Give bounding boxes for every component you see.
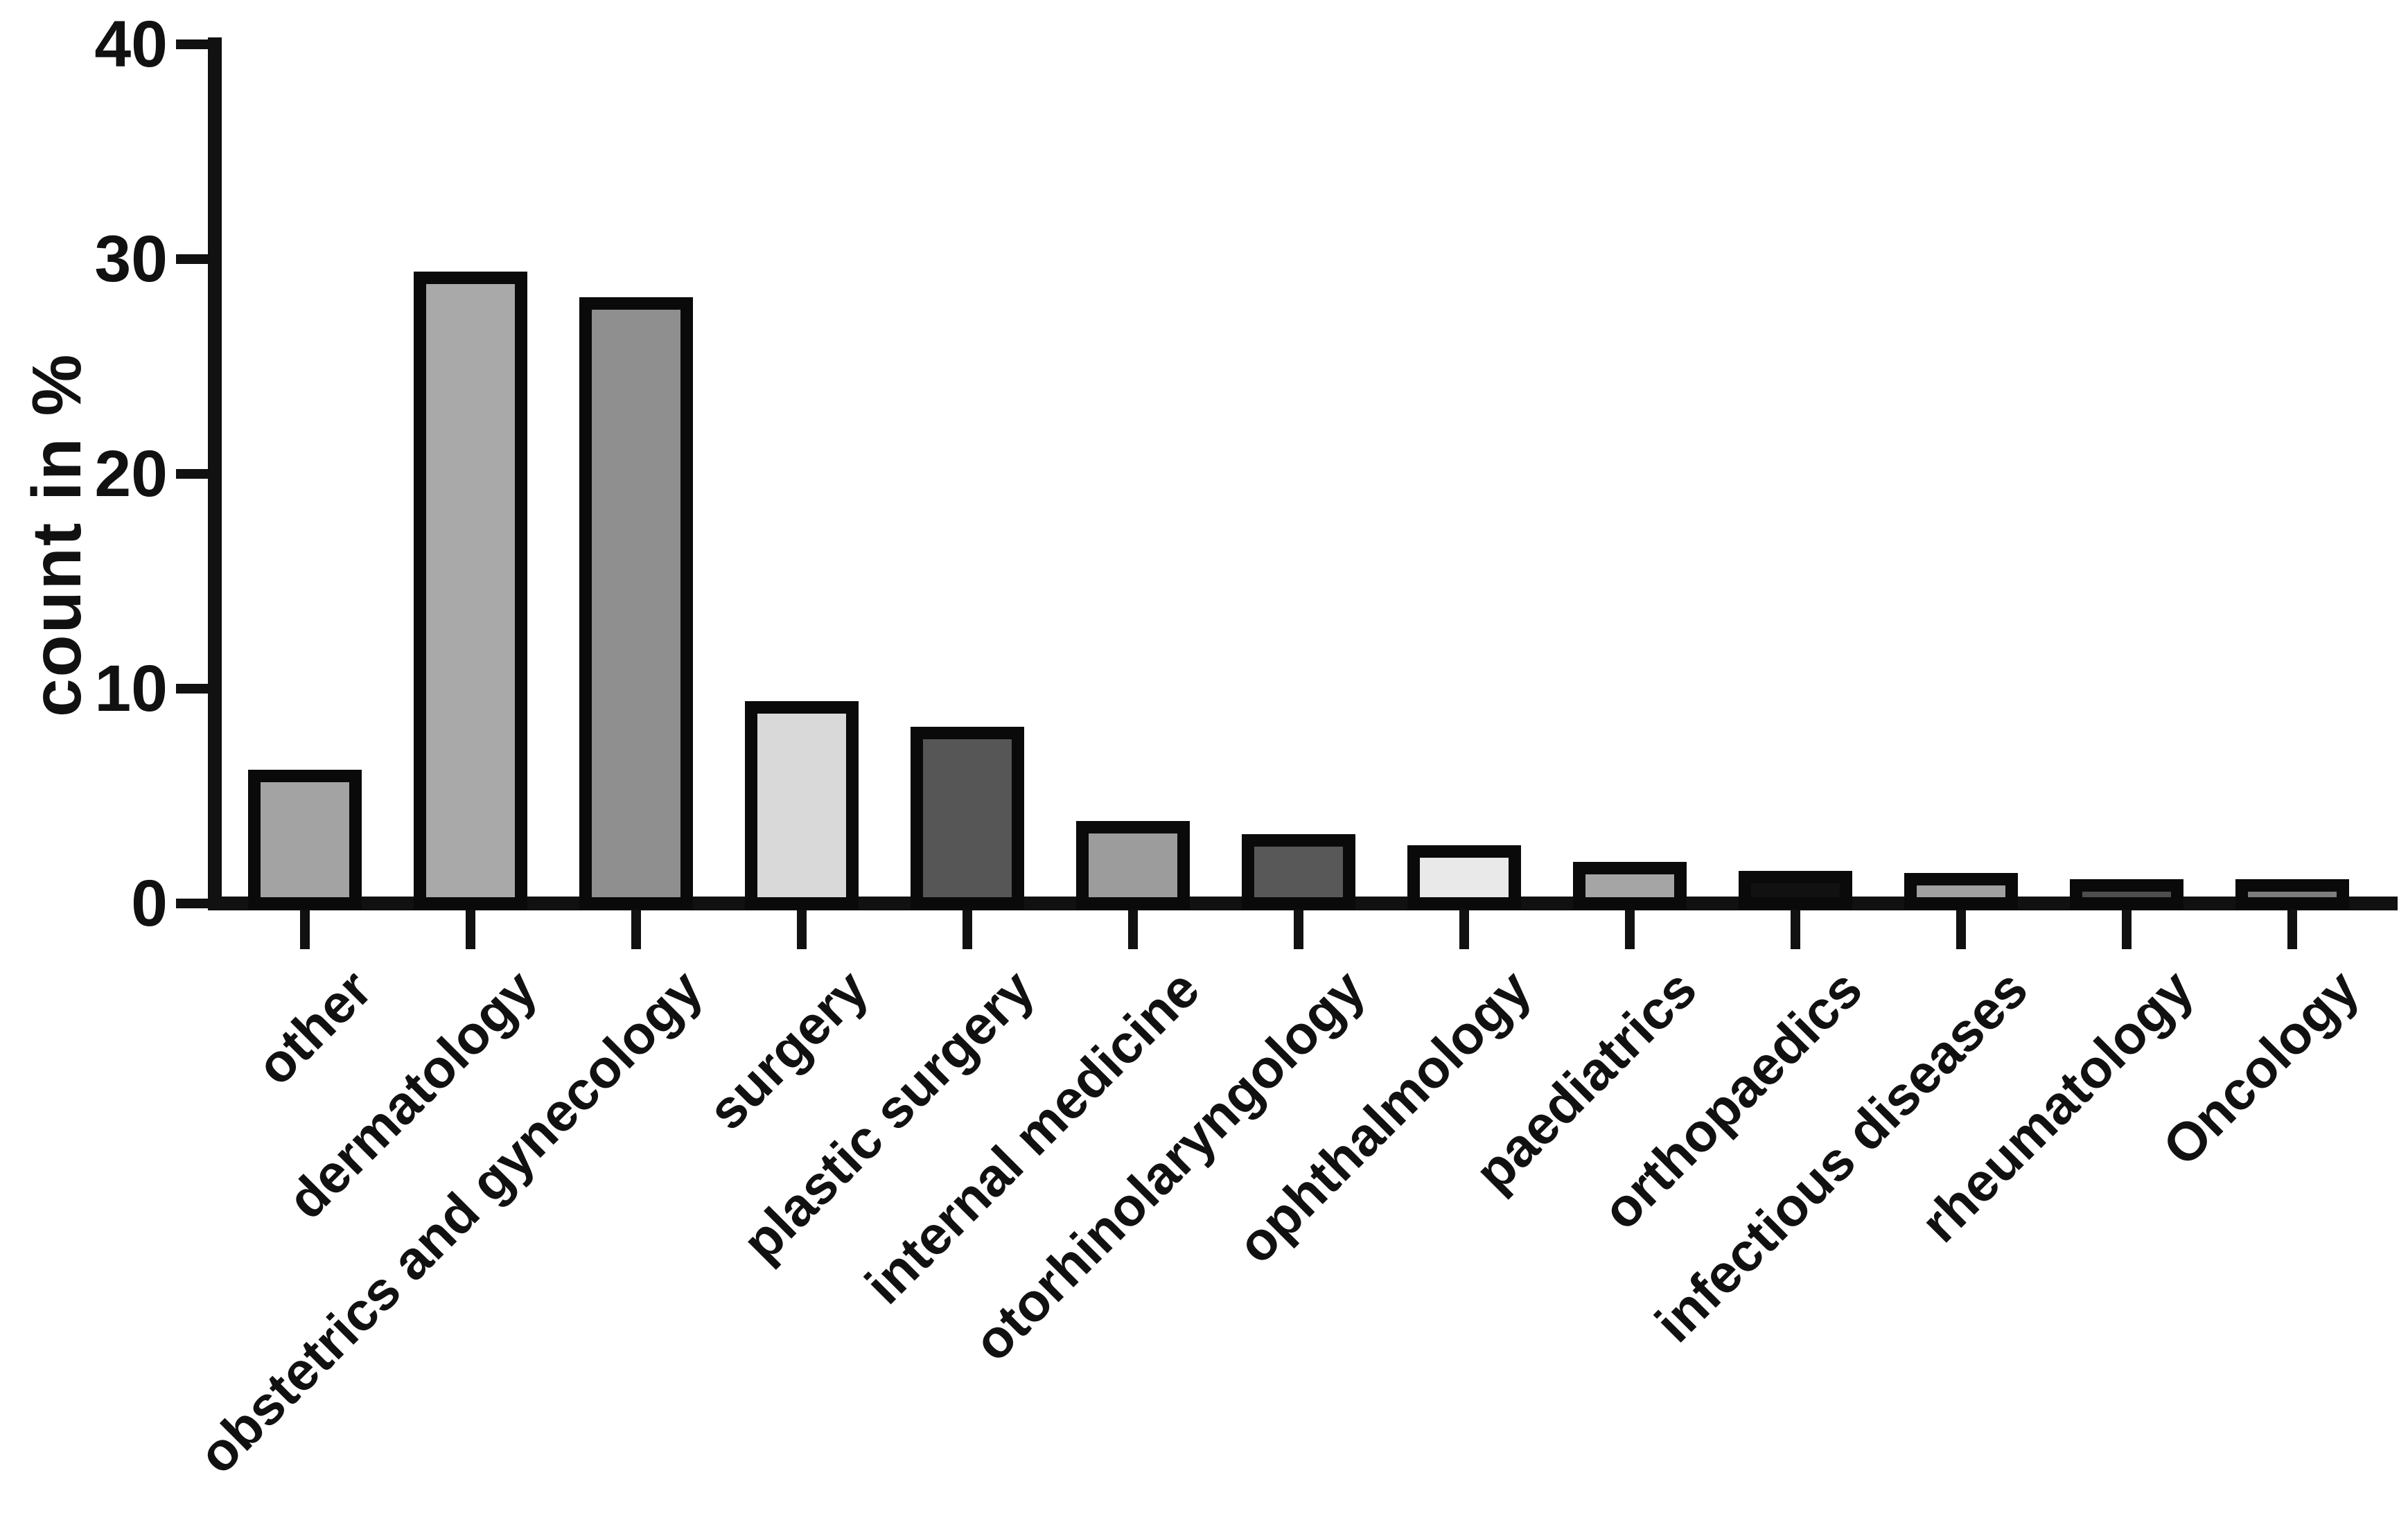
y-tick-label: 30 <box>94 222 168 296</box>
y-tick-label: 40 <box>94 8 168 81</box>
bar-internal-medicine <box>1075 821 1190 910</box>
y-tick <box>176 254 208 264</box>
bar-oncology <box>2235 879 2349 910</box>
bar-other <box>247 770 362 910</box>
x-tick <box>962 910 972 949</box>
y-axis-line <box>208 37 222 910</box>
x-tick <box>1459 910 1469 949</box>
x-tick <box>465 910 475 949</box>
bar-rheumatology <box>2069 879 2183 910</box>
bar-orthopaedics <box>1738 870 1852 910</box>
bar-plastic-surgery <box>910 727 1024 910</box>
x-tick <box>1624 910 1635 949</box>
y-tick <box>176 469 208 479</box>
bar-ophthalmology <box>1407 845 1521 910</box>
x-tick <box>1127 910 1138 949</box>
y-tick <box>176 39 208 49</box>
bar-paediatrics <box>1572 862 1687 910</box>
x-axis-label-plastic-surgery: plastic surgery <box>730 957 1046 1273</box>
x-axis-label-other: other <box>244 957 383 1097</box>
y-tick <box>176 899 208 908</box>
bar-otorhinolaryngology <box>1241 834 1355 910</box>
x-tick <box>2121 910 2132 949</box>
y-tick-label: 0 <box>131 867 168 940</box>
x-tick <box>2287 910 2297 949</box>
bar-dermatology <box>413 271 527 910</box>
y-tick-label: 20 <box>94 437 168 511</box>
y-tick <box>176 684 208 694</box>
bar-infectious-diseases <box>1904 872 2018 910</box>
x-tick <box>631 910 641 949</box>
x-tick <box>1956 910 1966 949</box>
x-tick <box>1293 910 1303 949</box>
y-tick-label: 10 <box>94 652 168 725</box>
bar-obstetrics-and-gynecology <box>579 297 693 910</box>
x-tick <box>1790 910 1800 949</box>
x-tick <box>299 910 310 949</box>
bar-surgery <box>744 700 859 910</box>
x-axis-label-ophthalmology: ophthalmology <box>1224 957 1543 1276</box>
x-tick <box>796 910 807 949</box>
